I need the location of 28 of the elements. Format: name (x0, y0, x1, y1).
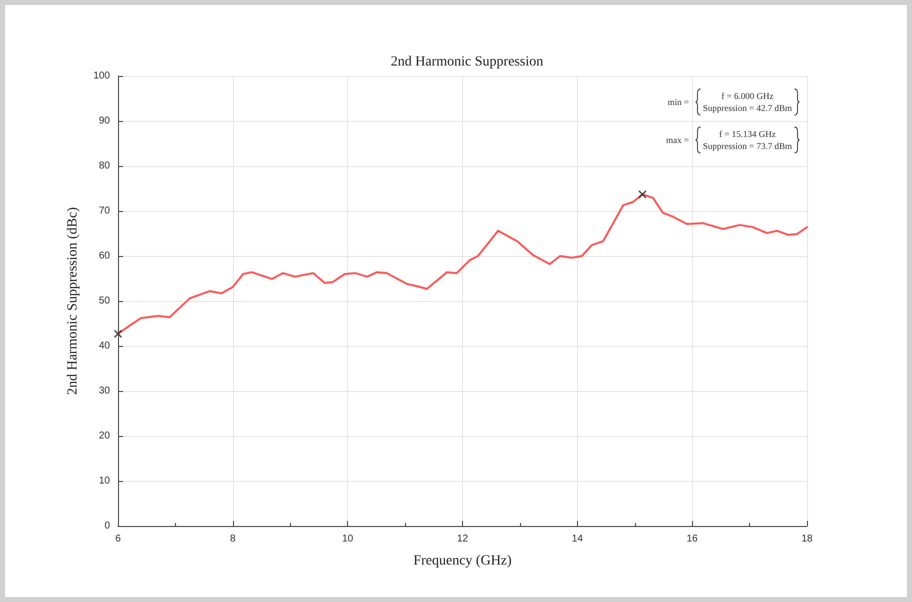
y-axis-title: 2nd Harmonic Suppression (dBc) (66, 206, 80, 395)
y-tick-label: 20 (98, 430, 110, 442)
y-tick-label: 90 (98, 116, 110, 126)
y-tick-label: 50 (98, 296, 110, 306)
y-tick-label: 10 (98, 476, 110, 486)
x-tick-label: 8 (230, 534, 236, 544)
annotation: f = 6.000 GHz (720, 90, 774, 102)
y-tick-label: 60 (98, 250, 110, 262)
annotation: Suppression = 42.7 dBm (702, 102, 792, 114)
x-tick-label: 14 (572, 534, 584, 544)
y-tick-label: 80 (98, 160, 110, 172)
annotation: min = (668, 97, 689, 107)
y-tick-label: 100 (93, 70, 110, 82)
y-tick-label: 40 (98, 340, 110, 352)
annotation: f = 15.134 GHz (718, 128, 777, 140)
y-tick-label: 30 (98, 386, 110, 396)
x-tick-label: 16 (686, 534, 698, 544)
x-tick-label: 18 (801, 534, 813, 544)
x-tick-label: 6 (115, 534, 122, 544)
y-tick-label: 0 (104, 520, 110, 532)
line-series (117, 193, 808, 335)
x-tick-label: 12 (456, 534, 468, 544)
annotation: max = (666, 135, 689, 145)
chart-title: 2nd Harmonic Suppression (390, 54, 544, 70)
x-tick-label: 10 (342, 534, 354, 544)
annotation: Suppression = 73.7 dBm (702, 140, 792, 152)
y-tick-label: 70 (98, 206, 110, 216)
x-axis-title: Frequency (GHz) (413, 554, 512, 568)
